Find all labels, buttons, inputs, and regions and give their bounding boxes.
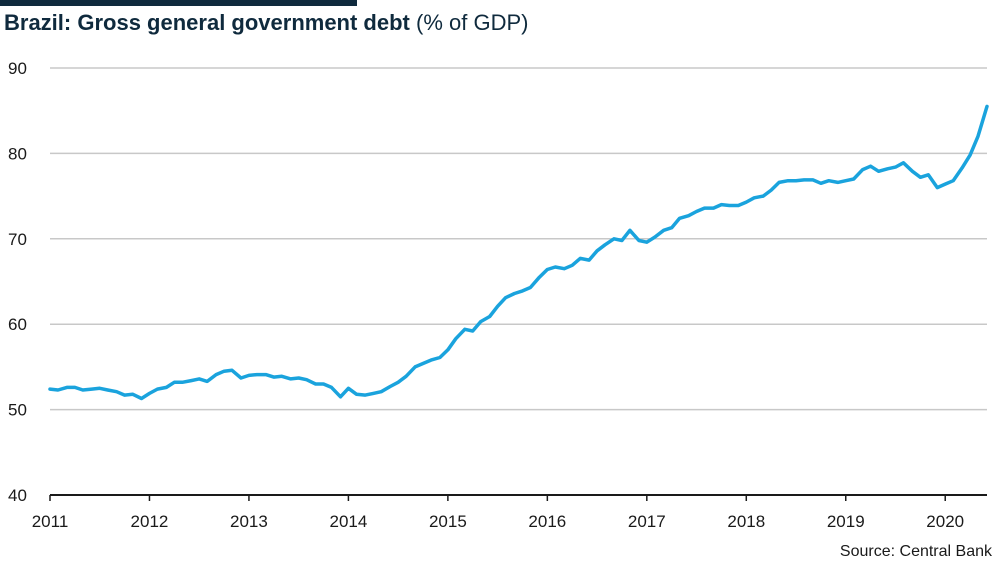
series xyxy=(48,104,989,401)
x-tick-label-2015: 2015 xyxy=(429,512,467,531)
y-tick-label-60: 60 xyxy=(8,315,27,334)
chart-title: Brazil: Gross general government debt (%… xyxy=(4,8,528,38)
y-axis-labels: 40 50 60 70 80 90 xyxy=(8,59,27,505)
x-tick-label-2014: 2014 xyxy=(329,512,367,531)
chart-title-unit: (% of GDP) xyxy=(416,10,529,35)
x-tick-label-2017: 2017 xyxy=(628,512,666,531)
x-tick-label-2016: 2016 xyxy=(528,512,566,531)
x-tick-label-2013: 2013 xyxy=(230,512,268,531)
title-rule xyxy=(0,0,357,6)
y-tick-label-50: 50 xyxy=(8,401,27,420)
chart-title-main: Brazil: Gross general government debt xyxy=(4,10,410,35)
y-tick-label-90: 90 xyxy=(8,59,27,78)
x-axis xyxy=(49,494,987,501)
y-tick-label-80: 80 xyxy=(8,144,27,163)
x-tick-label-2011: 2011 xyxy=(32,512,69,531)
y-tick-label-40: 40 xyxy=(8,486,27,505)
x-axis-labels: 2011 2012 2013 2014 2015 2016 2017 2018 2019 2020 xyxy=(32,512,964,531)
x-tick-label-2020: 2020 xyxy=(926,512,964,531)
x-tick-label-2018: 2018 xyxy=(727,512,765,531)
gridlines xyxy=(50,67,987,411)
source-note: Source: Central Bank xyxy=(839,543,992,560)
y-tick-label-70: 70 xyxy=(8,230,27,249)
series-line-0 xyxy=(48,104,989,401)
x-tick-label-2019: 2019 xyxy=(827,512,865,531)
x-tick-label-2012: 2012 xyxy=(131,512,169,531)
